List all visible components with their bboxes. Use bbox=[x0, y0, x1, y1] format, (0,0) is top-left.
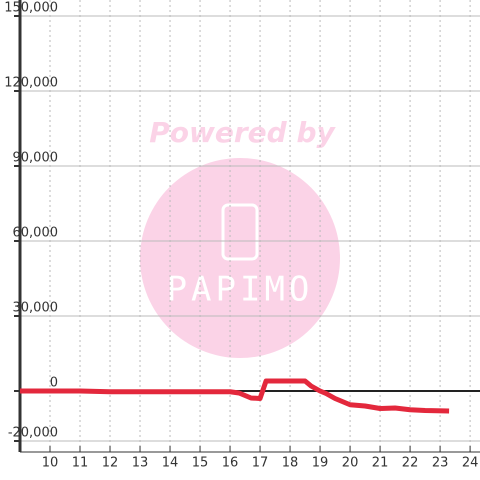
y-tick-label: 30,000 bbox=[13, 301, 59, 316]
x-tick-label: 15 bbox=[192, 456, 209, 471]
y-tick-label: 150,000 bbox=[4, 1, 58, 16]
x-tick-label: 20 bbox=[342, 456, 359, 471]
x-tick-label: 21 bbox=[372, 456, 389, 471]
y-tick-label: 120,000 bbox=[4, 76, 58, 91]
x-tick-label: 12 bbox=[102, 456, 119, 471]
watermark-phone bbox=[221, 203, 259, 261]
x-tick-label: 17 bbox=[252, 456, 269, 471]
x-tick-label: 19 bbox=[312, 456, 329, 471]
y-tick-label: 60,000 bbox=[13, 226, 59, 241]
y-tick-label: -20,000 bbox=[8, 426, 58, 441]
y-tick-label: 90,000 bbox=[13, 151, 59, 166]
x-tick-label: 13 bbox=[132, 456, 149, 471]
x-tick-label: 16 bbox=[222, 456, 239, 471]
x-tick-label: 18 bbox=[282, 456, 299, 471]
watermark-logo: PAPIMO bbox=[167, 270, 314, 310]
watermark-text: Powered by bbox=[149, 116, 336, 149]
x-tick-label: 22 bbox=[402, 456, 419, 471]
x-tick-label: 24 bbox=[462, 456, 479, 471]
data-line bbox=[20, 378, 450, 414]
x-tick-label: 10 bbox=[42, 456, 59, 471]
x-tick-label: 11 bbox=[72, 456, 89, 471]
x-tick-label: 23 bbox=[432, 456, 449, 471]
x-tick-label: 14 bbox=[162, 456, 179, 471]
y-tick-label: 0 bbox=[50, 376, 58, 391]
